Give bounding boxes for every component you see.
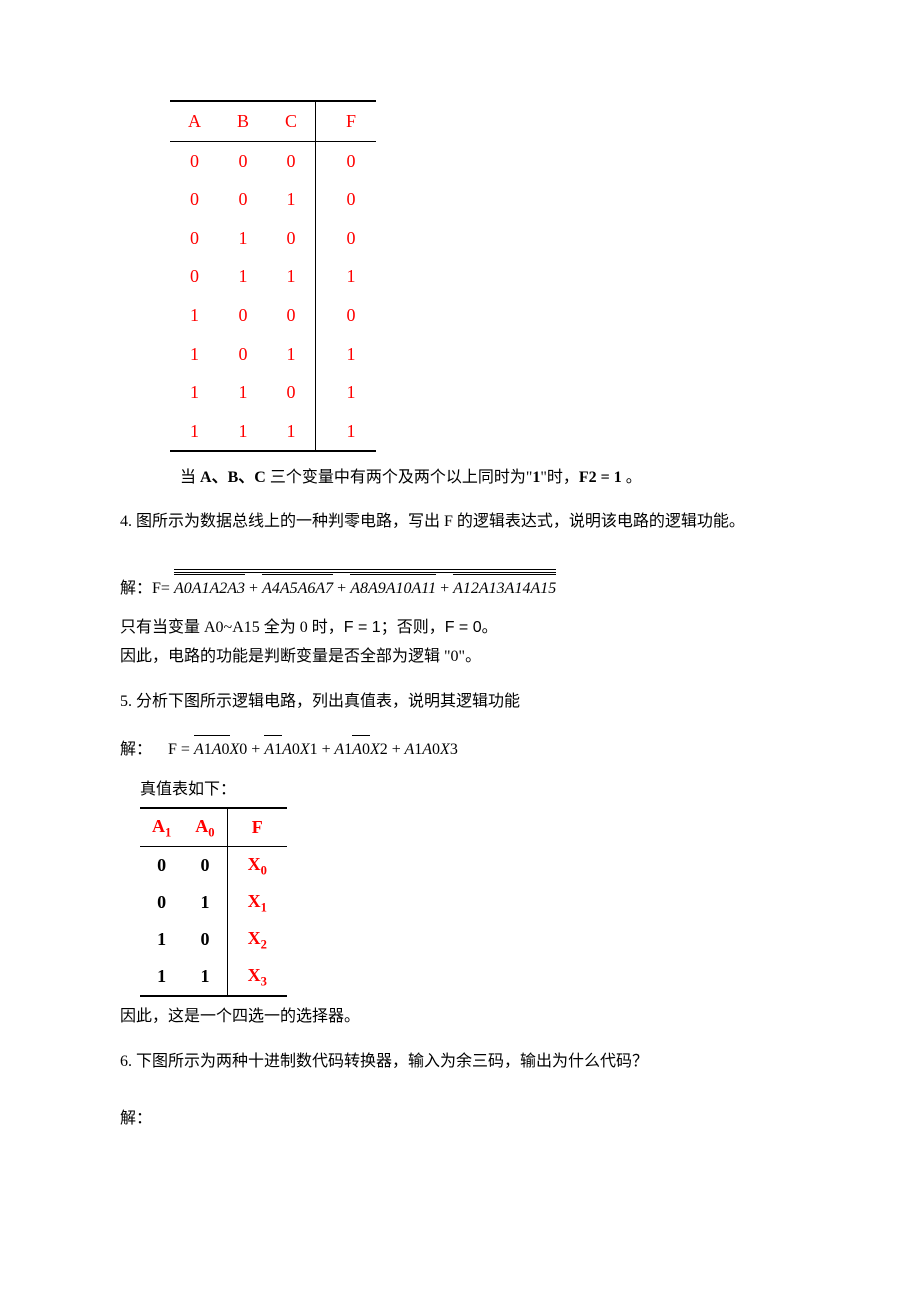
table-row: 1101	[170, 373, 376, 412]
question-5-text: 5. 分析下图所示逻辑电路，列出真值表，说明其逻辑功能	[120, 688, 800, 715]
question-4-text: 4. 图所示为数据总线上的一种判零电路，写出 F 的逻辑表达式，说明该电路的逻辑…	[120, 504, 800, 539]
text: F = 1	[344, 619, 381, 636]
term-bar: A8A9A10A11	[350, 574, 436, 602]
formula-inner: A0A1A2A3 + A4A5A6A7 + A8A9A10A11 + A12A1…	[174, 572, 556, 602]
question-5-conclusion: 因此，这是一个四选一的选择器。	[120, 1003, 800, 1030]
text: 。	[482, 619, 498, 636]
caption-text: "时，	[540, 469, 579, 486]
table-row: 01X1	[140, 884, 287, 921]
question-4-line3: 因此，电路的功能是判断变量是否全部为逻辑 "0"。	[120, 643, 800, 670]
question-5-solution: 解： F = A1A0X0 + A1A0X1 + A1A0X2 + A1A0X3	[120, 735, 800, 763]
question-4-line2: 只有当变量 A0~A15 全为 0 时，F = 1；否则，F = 0。	[120, 614, 800, 641]
table-row: 0100	[170, 219, 376, 258]
term-bar: A4A5A6A7	[262, 574, 333, 602]
table-row: 1000	[170, 296, 376, 335]
truth-table-1-caption: 当 A、B、C 三个变量中有两个及两个以上同时为"1"时，F2 = 1 。	[180, 464, 800, 491]
col-F: F	[227, 808, 287, 847]
f-val: X3	[227, 958, 287, 996]
table-body: 0000 0010 0100 0111 1000 1011 1101 1111	[170, 141, 376, 451]
col-A: A	[170, 101, 219, 141]
table-header-row: A B C F	[170, 101, 376, 141]
bar-A0: A0	[212, 735, 230, 763]
formula-outer-bar: A0A1A2A3 + A4A5A6A7 + A8A9A10A11 + A12A1…	[174, 569, 556, 602]
f-val: X1	[227, 884, 287, 921]
bar-A1: A1	[194, 735, 212, 763]
table-row: 10X2	[140, 921, 287, 958]
term-bar: A12A13A14A15	[453, 574, 556, 602]
table-row: 1111	[170, 412, 376, 452]
term-bar: A0A1A2A3	[174, 574, 245, 602]
col-A1: A1	[140, 808, 183, 847]
truth-table-2-caption: 真值表如下：	[140, 776, 800, 803]
table-row: 11X3	[140, 958, 287, 996]
caption-f2: F2 = 1	[579, 469, 622, 486]
text: 只有当变量 A0~A15 全为 0 时，	[120, 619, 344, 636]
bar-A1: A1	[264, 735, 282, 763]
f-val: X2	[227, 921, 287, 958]
col-A0: A0	[183, 808, 227, 847]
question-6-solution: 解：	[120, 1105, 800, 1132]
formula-prefix: F =	[168, 741, 194, 758]
text: F = 0	[445, 619, 482, 636]
col-F: F	[316, 101, 377, 141]
table-row: 1011	[170, 335, 376, 374]
text: ；否则，	[381, 619, 445, 636]
solution-label: 解：F=	[120, 580, 170, 597]
table-row: 0000	[170, 141, 376, 180]
table-row: 00X0	[140, 846, 287, 884]
question-4-formula: 解：F= A0A1A2A3 + A4A5A6A7 + A8A9A10A11 + …	[120, 569, 800, 602]
truth-table-1: A B C F 0000 0010 0100 0111 1000 1011 11…	[170, 100, 376, 452]
table-body: 00X0 01X1 10X2 11X3	[140, 846, 287, 996]
caption-text: 。	[622, 469, 642, 486]
page: A B C F 0000 0010 0100 0111 1000 1011 11…	[0, 0, 920, 1302]
caption-text: 三个变量中有两个及两个以上同时为"	[266, 469, 533, 486]
solution-label: 解：	[120, 741, 152, 758]
question-5-formula: F = A1A0X0 + A1A0X1 + A1A0X2 + A1A0X3	[168, 741, 458, 758]
caption-text: 当	[180, 469, 200, 486]
truth-table-2: A1 A0 F 00X0 01X1 10X2 11X3	[140, 807, 287, 997]
question-6-text: 6. 下图所示为两种十进制数代码转换器，输入为余三码，输出为什么代码？	[120, 1048, 800, 1075]
bar-A0: A0	[352, 735, 370, 763]
col-C: C	[267, 101, 316, 141]
col-B: B	[219, 101, 267, 141]
caption-bold: A、B、C	[200, 469, 266, 486]
table-header-row: A1 A0 F	[140, 808, 287, 847]
table-row: 0111	[170, 257, 376, 296]
table-row: 0010	[170, 180, 376, 219]
f-val: X0	[227, 846, 287, 884]
